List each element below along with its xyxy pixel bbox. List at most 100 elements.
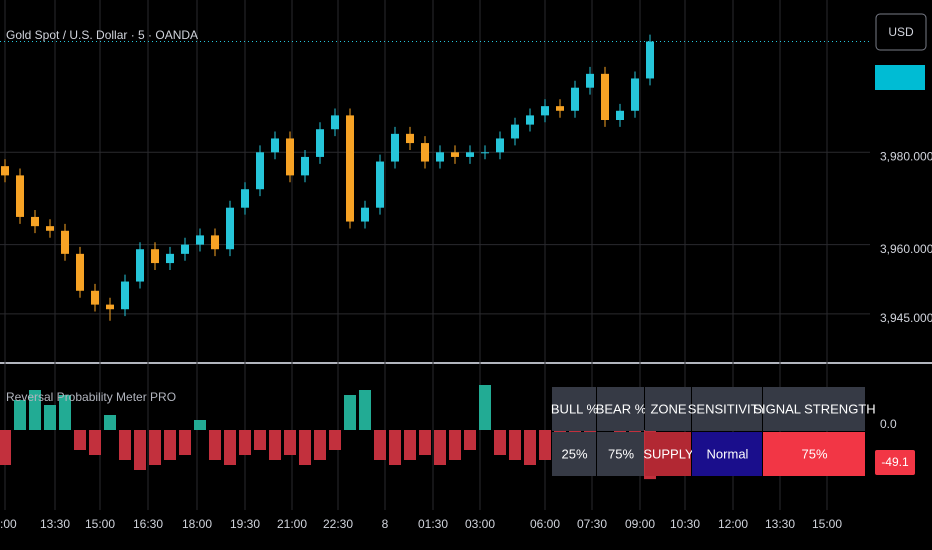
candle-body	[391, 133, 399, 162]
candle-body	[16, 175, 24, 217]
candle-body	[121, 281, 129, 310]
candle-body	[196, 235, 204, 245]
candle-body	[241, 189, 249, 208]
time-label: 2:00	[0, 517, 17, 531]
oscillator-bar	[509, 430, 521, 460]
oscillator-bar	[89, 430, 101, 455]
candle-body	[256, 152, 264, 190]
table-header: SIGNAL STRENGTH	[753, 401, 875, 416]
time-label: 13:30	[765, 517, 795, 531]
candle-body	[331, 115, 339, 130]
oscillator-bar	[449, 430, 461, 460]
time-label: 15:00	[85, 517, 115, 531]
oscillator-bar	[0, 430, 11, 465]
candle-body	[76, 253, 84, 291]
price-tick-label: 3,945.000	[880, 311, 932, 325]
time-label: 10:30	[670, 517, 700, 531]
oscillator-bar	[374, 430, 386, 460]
oscillator-bar	[539, 430, 551, 460]
table-header-cell	[645, 387, 691, 431]
oscillator-bar	[179, 430, 191, 455]
time-label: 07:30	[577, 517, 607, 531]
oscillator-bar	[389, 430, 401, 465]
time-label: 15:00	[812, 517, 842, 531]
currency-button[interactable]	[875, 13, 927, 51]
oscillator-bar	[359, 390, 371, 430]
table-header: BULL %	[551, 401, 599, 416]
candle-body	[46, 226, 54, 231]
candle-body	[181, 244, 189, 254]
candle-body	[166, 253, 174, 264]
candle-body	[436, 152, 444, 162]
candle-body	[496, 138, 504, 153]
oscillator-bar	[314, 430, 326, 460]
oscillator-bar	[494, 430, 506, 455]
last-value-tag	[875, 450, 915, 475]
candle-body	[451, 152, 459, 157]
oscillator-bar	[254, 430, 266, 450]
price-tick-label: 3,980.000	[880, 149, 932, 163]
candle-body	[586, 73, 594, 88]
candle-body	[541, 106, 549, 116]
table-value: SUPPLY	[643, 446, 694, 461]
candle-body	[226, 207, 234, 250]
candle-body	[61, 230, 69, 254]
oscillator-bar	[164, 430, 176, 460]
oscillator-bar	[479, 385, 491, 430]
candle-body	[571, 87, 579, 111]
time-label: 09:00	[625, 517, 655, 531]
candle-body	[361, 207, 369, 222]
oscillator-bar	[524, 430, 536, 465]
table-cell	[692, 432, 762, 476]
candle-body	[556, 106, 564, 111]
candle-body	[376, 161, 384, 208]
candle-body	[631, 78, 639, 111]
oscillator-bar	[74, 430, 86, 450]
oscillator-bar	[419, 430, 431, 455]
symbol-title: Gold Spot / U.S. Dollar · 5 · OANDA	[6, 28, 198, 42]
candle-body	[211, 235, 219, 250]
time-label: 18:00	[182, 517, 212, 531]
oscillator-bar	[434, 430, 446, 465]
time-label: 8	[382, 517, 389, 531]
price-tag	[875, 65, 925, 90]
currency-label[interactable]: USD	[888, 25, 914, 39]
table-header: SENSITIVITY	[688, 401, 768, 416]
candle-body	[106, 304, 114, 310]
table-cell	[552, 432, 596, 476]
candle-body	[151, 249, 159, 264]
oscillator-bar	[44, 405, 56, 430]
oscillator-bar	[119, 430, 131, 460]
candle-body	[1, 166, 9, 176]
candle-body	[601, 73, 609, 120]
last-value-label: -49.1	[881, 455, 909, 469]
oscillator-bar	[29, 390, 41, 430]
candle-body	[481, 152, 489, 154]
table-header-cell	[692, 387, 762, 431]
table-header-cell	[763, 387, 865, 431]
price-tick-label: 3,960.000	[880, 242, 932, 256]
candle-body	[466, 152, 474, 157]
candle-body	[616, 110, 624, 120]
oscillator-bar	[149, 430, 161, 465]
indicator-title: Reversal Probability Meter PRO	[6, 390, 176, 404]
table-header-cell	[552, 387, 596, 431]
candle-body	[136, 249, 144, 282]
time-label: 19:30	[230, 517, 260, 531]
candle-body	[31, 216, 39, 227]
candle-body	[286, 138, 294, 176]
oscillator-bar	[209, 430, 221, 460]
candle-body	[271, 138, 279, 153]
oscillator-bar	[239, 430, 251, 455]
table-value: Normal	[707, 446, 749, 461]
table-cell	[645, 432, 691, 476]
candle-body	[526, 115, 534, 125]
candle-body	[646, 41, 654, 79]
oscillator-bar	[14, 400, 26, 430]
time-label: 01:30	[418, 517, 448, 531]
candle-body	[406, 133, 414, 144]
table-value: 25%	[561, 446, 587, 461]
candle-body	[421, 143, 429, 162]
candle-body	[316, 129, 324, 157]
